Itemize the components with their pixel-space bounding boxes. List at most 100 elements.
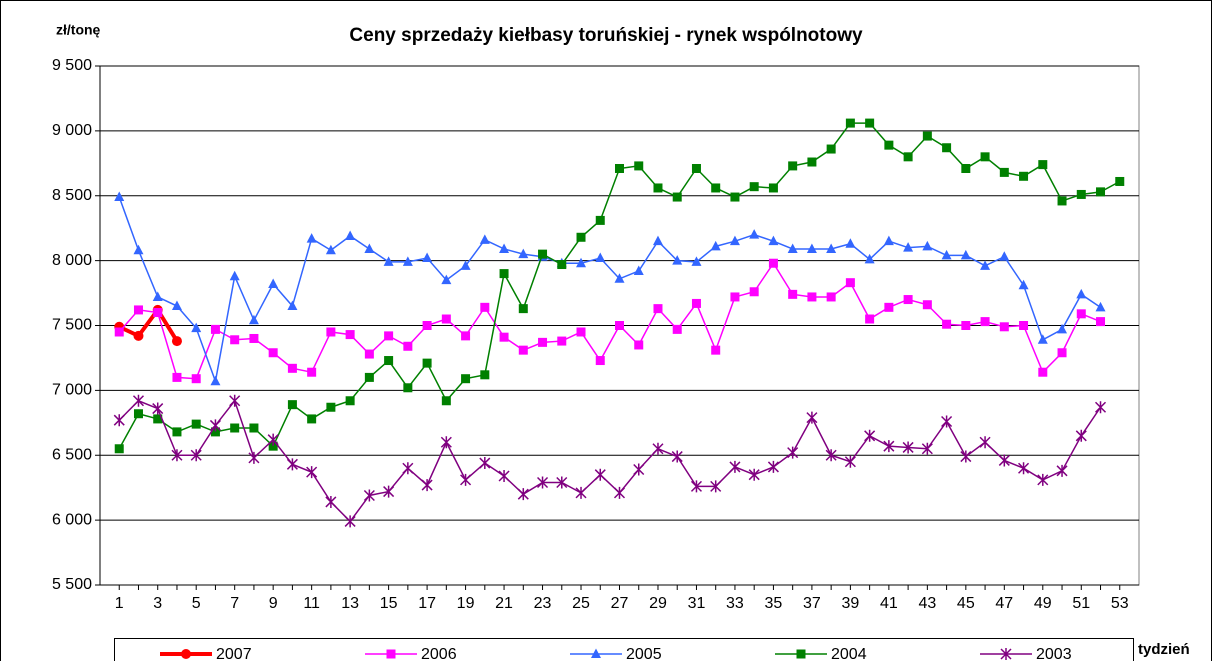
marker [749, 182, 759, 192]
marker [538, 337, 548, 347]
x-tick-label: 53 [1111, 595, 1129, 612]
marker [460, 473, 472, 486]
marker [326, 327, 336, 337]
marker [671, 450, 683, 463]
marker [826, 292, 836, 302]
marker [653, 304, 663, 314]
marker [710, 240, 721, 251]
marker [325, 495, 337, 508]
x-tick-label: 43 [918, 595, 936, 612]
marker [384, 356, 394, 366]
marker [114, 444, 124, 454]
marker [422, 358, 432, 368]
marker [999, 167, 1009, 177]
marker [210, 324, 220, 334]
marker [345, 230, 356, 240]
marker [1038, 160, 1048, 170]
marker [132, 394, 145, 407]
x-tick-label: 29 [649, 595, 667, 612]
marker [768, 258, 778, 268]
marker [133, 244, 144, 255]
marker [806, 411, 818, 424]
marker [864, 429, 876, 442]
marker [518, 248, 529, 259]
marker [1037, 473, 1049, 486]
marker [345, 396, 355, 406]
marker [787, 243, 798, 253]
x-tick-label: 51 [1072, 595, 1090, 612]
marker [172, 427, 182, 437]
marker [595, 215, 605, 225]
marker [980, 152, 990, 162]
marker [653, 183, 663, 193]
marker [479, 457, 491, 470]
marker [615, 164, 624, 174]
marker [171, 336, 182, 347]
x-tick-label: 41 [880, 595, 898, 612]
marker [248, 314, 259, 325]
marker [229, 394, 241, 407]
marker [594, 468, 606, 481]
x-tick-label: 27 [611, 595, 629, 612]
marker [307, 367, 317, 377]
x-tick-label: 13 [341, 595, 359, 612]
marker [865, 314, 875, 324]
marker [998, 454, 1010, 467]
marker [325, 244, 336, 255]
marker [172, 372, 182, 382]
legend-label: 2004 [831, 646, 867, 661]
x-tick-label: 9 [269, 595, 278, 612]
marker [422, 252, 433, 263]
marker [518, 345, 528, 355]
x-tick-label: 47 [995, 595, 1013, 612]
marker [499, 243, 510, 253]
marker [1096, 187, 1106, 197]
y-tick-label: 9 500 [52, 57, 92, 74]
y-tick-label: 9 000 [52, 122, 92, 139]
x-tick-label: 49 [1034, 595, 1052, 612]
marker [807, 157, 817, 167]
marker [363, 489, 375, 502]
marker [672, 255, 683, 265]
y-axis-label: zł/tonę [56, 22, 101, 38]
marker [595, 356, 605, 366]
marker [960, 249, 971, 260]
marker [267, 433, 279, 446]
marker [748, 468, 760, 481]
marker [557, 260, 567, 270]
marker [287, 363, 297, 373]
marker [1018, 462, 1030, 475]
x-tick-label: 33 [726, 595, 744, 612]
marker [171, 449, 183, 462]
marker [1094, 401, 1107, 414]
marker [306, 466, 318, 479]
x-tick-label: 31 [688, 595, 706, 612]
marker [403, 383, 413, 393]
marker [787, 446, 799, 459]
marker [268, 441, 278, 451]
marker [1076, 288, 1087, 299]
x-tick-label: 5 [192, 595, 201, 612]
x-tick-label: 25 [572, 595, 590, 612]
marker [441, 314, 451, 324]
marker [517, 488, 529, 501]
marker [613, 486, 626, 499]
marker [287, 400, 297, 410]
marker [768, 183, 778, 193]
marker [729, 460, 741, 473]
marker [384, 331, 394, 341]
x-tick-label: 21 [495, 595, 513, 612]
marker [557, 336, 567, 346]
marker [499, 332, 509, 342]
marker [479, 234, 490, 244]
series-line [118, 399, 1102, 523]
legend-label: 2006 [421, 646, 457, 661]
marker [210, 427, 220, 437]
marker [576, 327, 586, 337]
marker [710, 480, 722, 493]
marker [921, 442, 933, 455]
legend-marker [181, 649, 191, 659]
marker [402, 462, 414, 475]
marker [537, 476, 549, 489]
